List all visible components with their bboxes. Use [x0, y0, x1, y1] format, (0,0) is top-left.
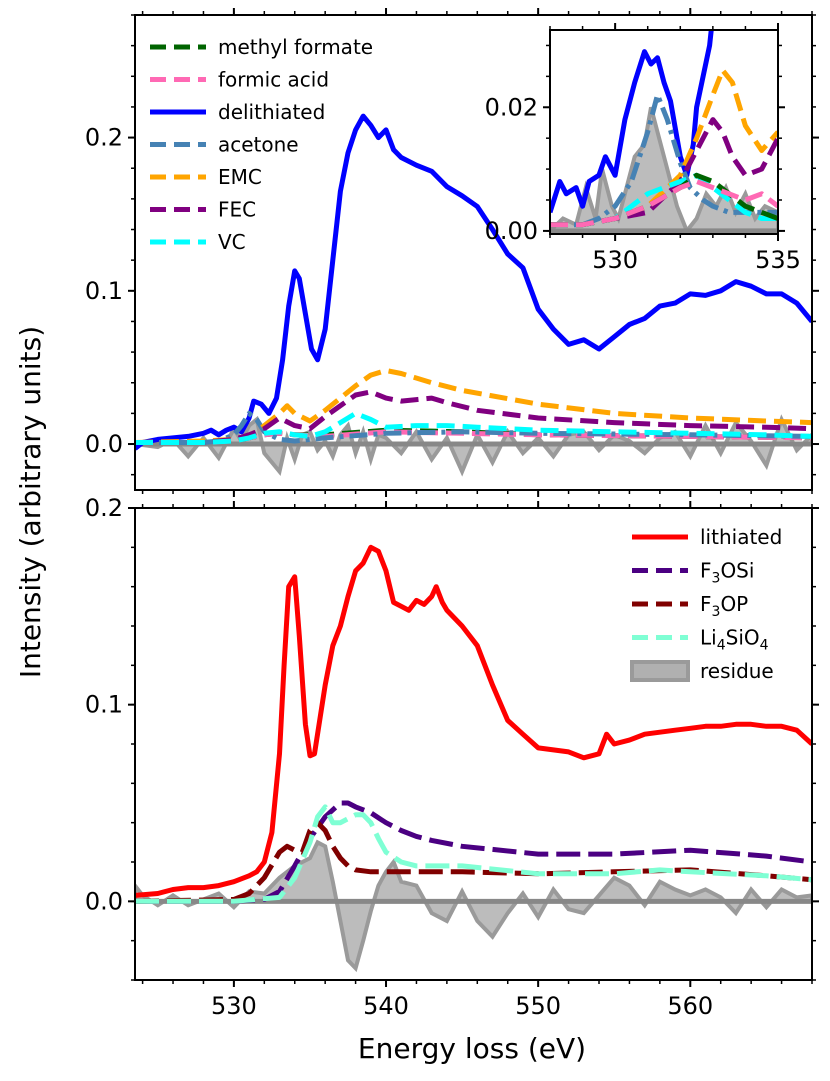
- bottom-series-lithiated: [135, 544, 812, 898]
- legend-item-emc: EMC: [150, 165, 262, 189]
- legend-label: acetone: [218, 133, 299, 157]
- top-series-acetone: [135, 410, 812, 445]
- bottom-ytick-label: 0.1: [85, 691, 123, 719]
- bottom-ticks: 0.0 0.1 0.2 530 540 550 560: [85, 494, 819, 1020]
- top-ticks: 0.0 0.1 0.2: [85, 8, 819, 497]
- inset-ytick-label: 0.02: [485, 93, 538, 121]
- legend-item-lithiated: lithiated: [632, 525, 782, 549]
- bottom-series-li4sio4: [135, 804, 812, 904]
- bottom-ytick-label: 0.2: [85, 494, 123, 522]
- legend-item-li4sio4: Li4SiO4: [632, 626, 769, 654]
- legend-item-formic-acid: formic acid: [150, 68, 329, 92]
- top-ytick-label: 0.0: [85, 430, 123, 458]
- legend-item-acetone: acetone: [150, 133, 299, 157]
- legend-label: formic acid: [218, 68, 329, 92]
- legend-item-fec: FEC: [150, 198, 256, 222]
- bottom-xtick-label: 550: [515, 992, 561, 1020]
- inset-plot-area: [550, 30, 778, 234]
- legend-item-residue: residue: [630, 659, 774, 683]
- inset-frame: [549, 29, 779, 235]
- legend-label: delithiated: [218, 100, 325, 124]
- legend-label: Li4SiO4: [700, 626, 769, 654]
- bottom-series-f3op: [135, 820, 812, 904]
- inset-xtick-label: 535: [755, 246, 801, 274]
- inset-xtick-label: 530: [592, 246, 638, 274]
- bottom-panel: 0.0 0.1 0.2 530 540 550 560: [85, 494, 819, 1020]
- top-frame: [134, 14, 813, 491]
- top-legend: methyl formate formic acid delithiated acet…: [150, 35, 373, 254]
- y-axis-label: Intensity (arbitrary units): [14, 326, 47, 678]
- top-series-vc: [135, 410, 812, 445]
- inset-series-acetone: [550, 92, 778, 228]
- legend-label: F3OP: [700, 592, 748, 620]
- legend-label: residue: [700, 659, 774, 683]
- legend-swatch: [630, 660, 690, 682]
- legend-item-vc: VC: [150, 230, 246, 254]
- legend-item-f3op: F3OP: [632, 592, 748, 620]
- top-ytick-label: 0.2: [85, 124, 123, 152]
- inset-ytick-label: 0.00: [485, 217, 538, 245]
- legend-label: EMC: [218, 165, 262, 189]
- inset-series-delithiated: [550, 30, 714, 214]
- bottom-xtick-label: 560: [667, 992, 713, 1020]
- top-ytick-label: 0.1: [85, 277, 123, 305]
- legend-item-delithiated: delithiated: [150, 100, 325, 124]
- legend-label: F3OSi: [700, 559, 754, 587]
- legend-label: VC: [218, 230, 246, 254]
- legend-label: methyl formate: [218, 35, 373, 59]
- legend-label: FEC: [218, 198, 256, 222]
- bottom-ytick-label: 0.0: [85, 887, 123, 915]
- top-series-delithiated: [135, 113, 812, 451]
- inset-panel: 0.00 0.02 530 535: [485, 23, 801, 274]
- bottom-xtick-label: 530: [211, 992, 257, 1020]
- legend-item-f3osi: F3OSi: [632, 559, 754, 587]
- top-series-fec: [135, 389, 812, 445]
- bottom-plot-area: [135, 508, 812, 980]
- legend-item-methyl-formate: methyl formate: [150, 35, 373, 59]
- legend-label: lithiated: [700, 525, 782, 549]
- top-series-emc: [135, 368, 812, 445]
- inset-series-formic-acid: [550, 179, 778, 228]
- inset-ticks: 0.00 0.02 530 535: [485, 23, 801, 274]
- bottom-xtick-label: 540: [363, 992, 409, 1020]
- x-axis-label: Energy loss (eV): [358, 1032, 586, 1065]
- bottom-series-f3osi: [135, 800, 812, 904]
- bottom-legend: lithiated F3OSi F3OP Li4SiO4 residue: [630, 525, 782, 683]
